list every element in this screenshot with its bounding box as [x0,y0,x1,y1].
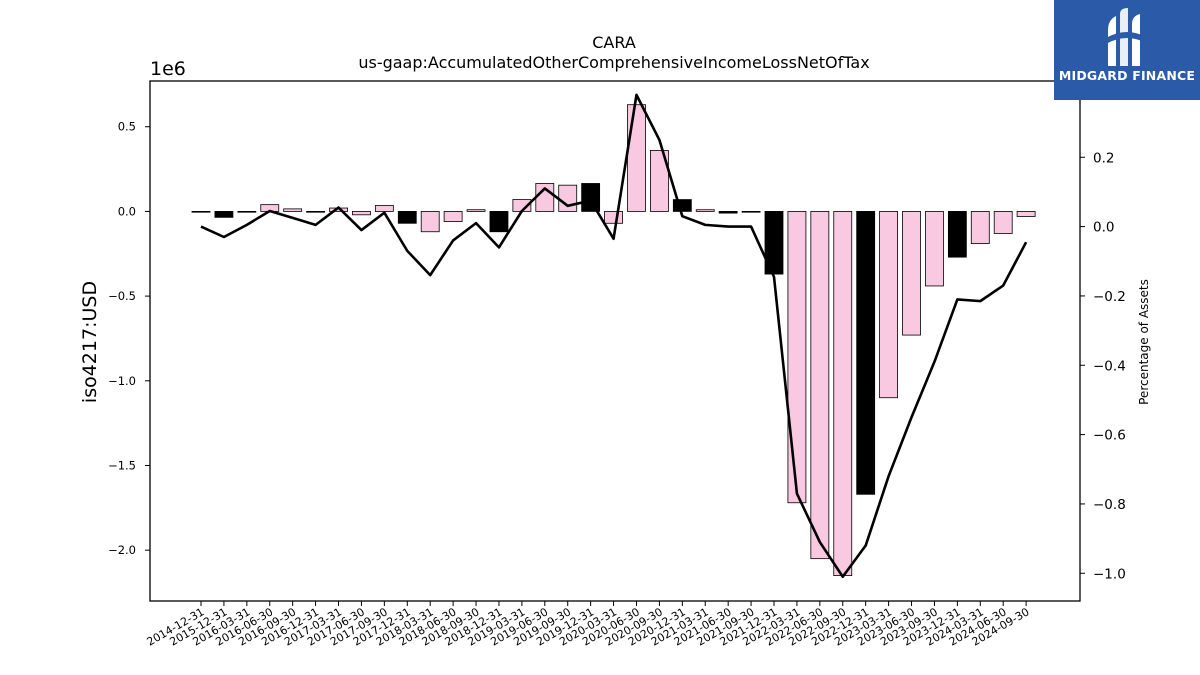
y-tick-label: 0.5 [118,120,136,134]
y-offset-label: 1e6 [150,58,186,80]
y-tick-label: −1.0 [108,374,136,388]
bar-2022-03-31 [787,211,807,504]
y2-tick-label: −0.8 [1093,497,1126,513]
y2-tick-label: 0.2 [1093,150,1114,166]
y2-tick-label: −0.2 [1093,289,1126,305]
bar-2018-09-30 [466,209,486,212]
bar-2014-12-31 [191,211,211,213]
bar-2019-12-31 [581,183,601,212]
bar-2018-12-31 [489,211,509,233]
y-tick-label: −2.0 [108,543,136,557]
y2-tick-label: −0.6 [1093,428,1126,444]
y-tick-label: −0.5 [108,289,136,303]
bar-2023-12-31 [947,211,967,258]
bar-2023-03-31 [879,211,898,399]
bar-2016-09-30 [283,208,303,212]
bar-2016-12-31 [306,211,326,213]
chart-title: CARA [592,33,636,52]
bar-2021-09-30 [741,211,761,213]
bar-2024-09-30 [1016,211,1036,217]
bars-layer [191,104,1036,576]
labels-layer: CARA us-gaap:AccumulatedOtherComprehensi… [79,33,1151,405]
y-tick-label: 0.0 [118,204,136,218]
bar-2020-03-31 [604,211,623,224]
brand-logo: MIDGARD FINANCE [1054,0,1200,100]
y2-tick-label: −1.0 [1093,566,1126,582]
bar-2017-06-30 [352,211,371,216]
chart-subtitle: us-gaap:AccumulatedOtherComprehensiveInc… [358,53,869,72]
y-axis-label: iso4217:USD [79,281,101,403]
bar-2020-06-30 [627,104,646,212]
y2-tick-label: 0.0 [1093,220,1114,236]
bar-2018-06-30 [443,211,463,222]
bar-2023-09-30 [925,211,944,287]
bar-2021-03-31 [695,209,715,212]
bar-2017-12-31 [397,211,417,224]
y2-tick-label: −0.4 [1093,358,1126,374]
y2-axis-label: Percentage of Assets [1137,279,1151,405]
bar-2022-12-31 [856,211,876,495]
bar-2017-09-30 [374,205,394,212]
bar-2021-06-30 [718,211,738,214]
bar-2015-12-31 [214,211,234,218]
bar-2020-09-30 [650,150,669,212]
percentage-line [200,93,1028,579]
bar-2020-12-31 [672,199,692,212]
bar-2022-09-30 [833,211,853,576]
logo-text: MIDGARD FINANCE [1058,68,1196,83]
bar-2024-06-30 [993,211,1013,234]
bar-2022-06-30 [810,211,830,560]
logo-mark-icon [1106,8,1148,66]
bar-2016-03-31 [237,211,257,213]
bar-2024-03-31 [970,211,990,244]
bar-2023-06-30 [902,211,921,336]
axes-layer: 0.5 0.0 −0.5 −1.0 −1.5 −2.0 0.2 0.0 −0.2 −0.4 −0.6… [108,80,1126,649]
line-layer [200,93,1028,579]
y-tick-label: −1.5 [108,458,136,472]
bar-2019-09-30 [558,184,578,212]
plot-frame [149,80,1081,602]
bar-2018-03-31 [420,211,440,233]
